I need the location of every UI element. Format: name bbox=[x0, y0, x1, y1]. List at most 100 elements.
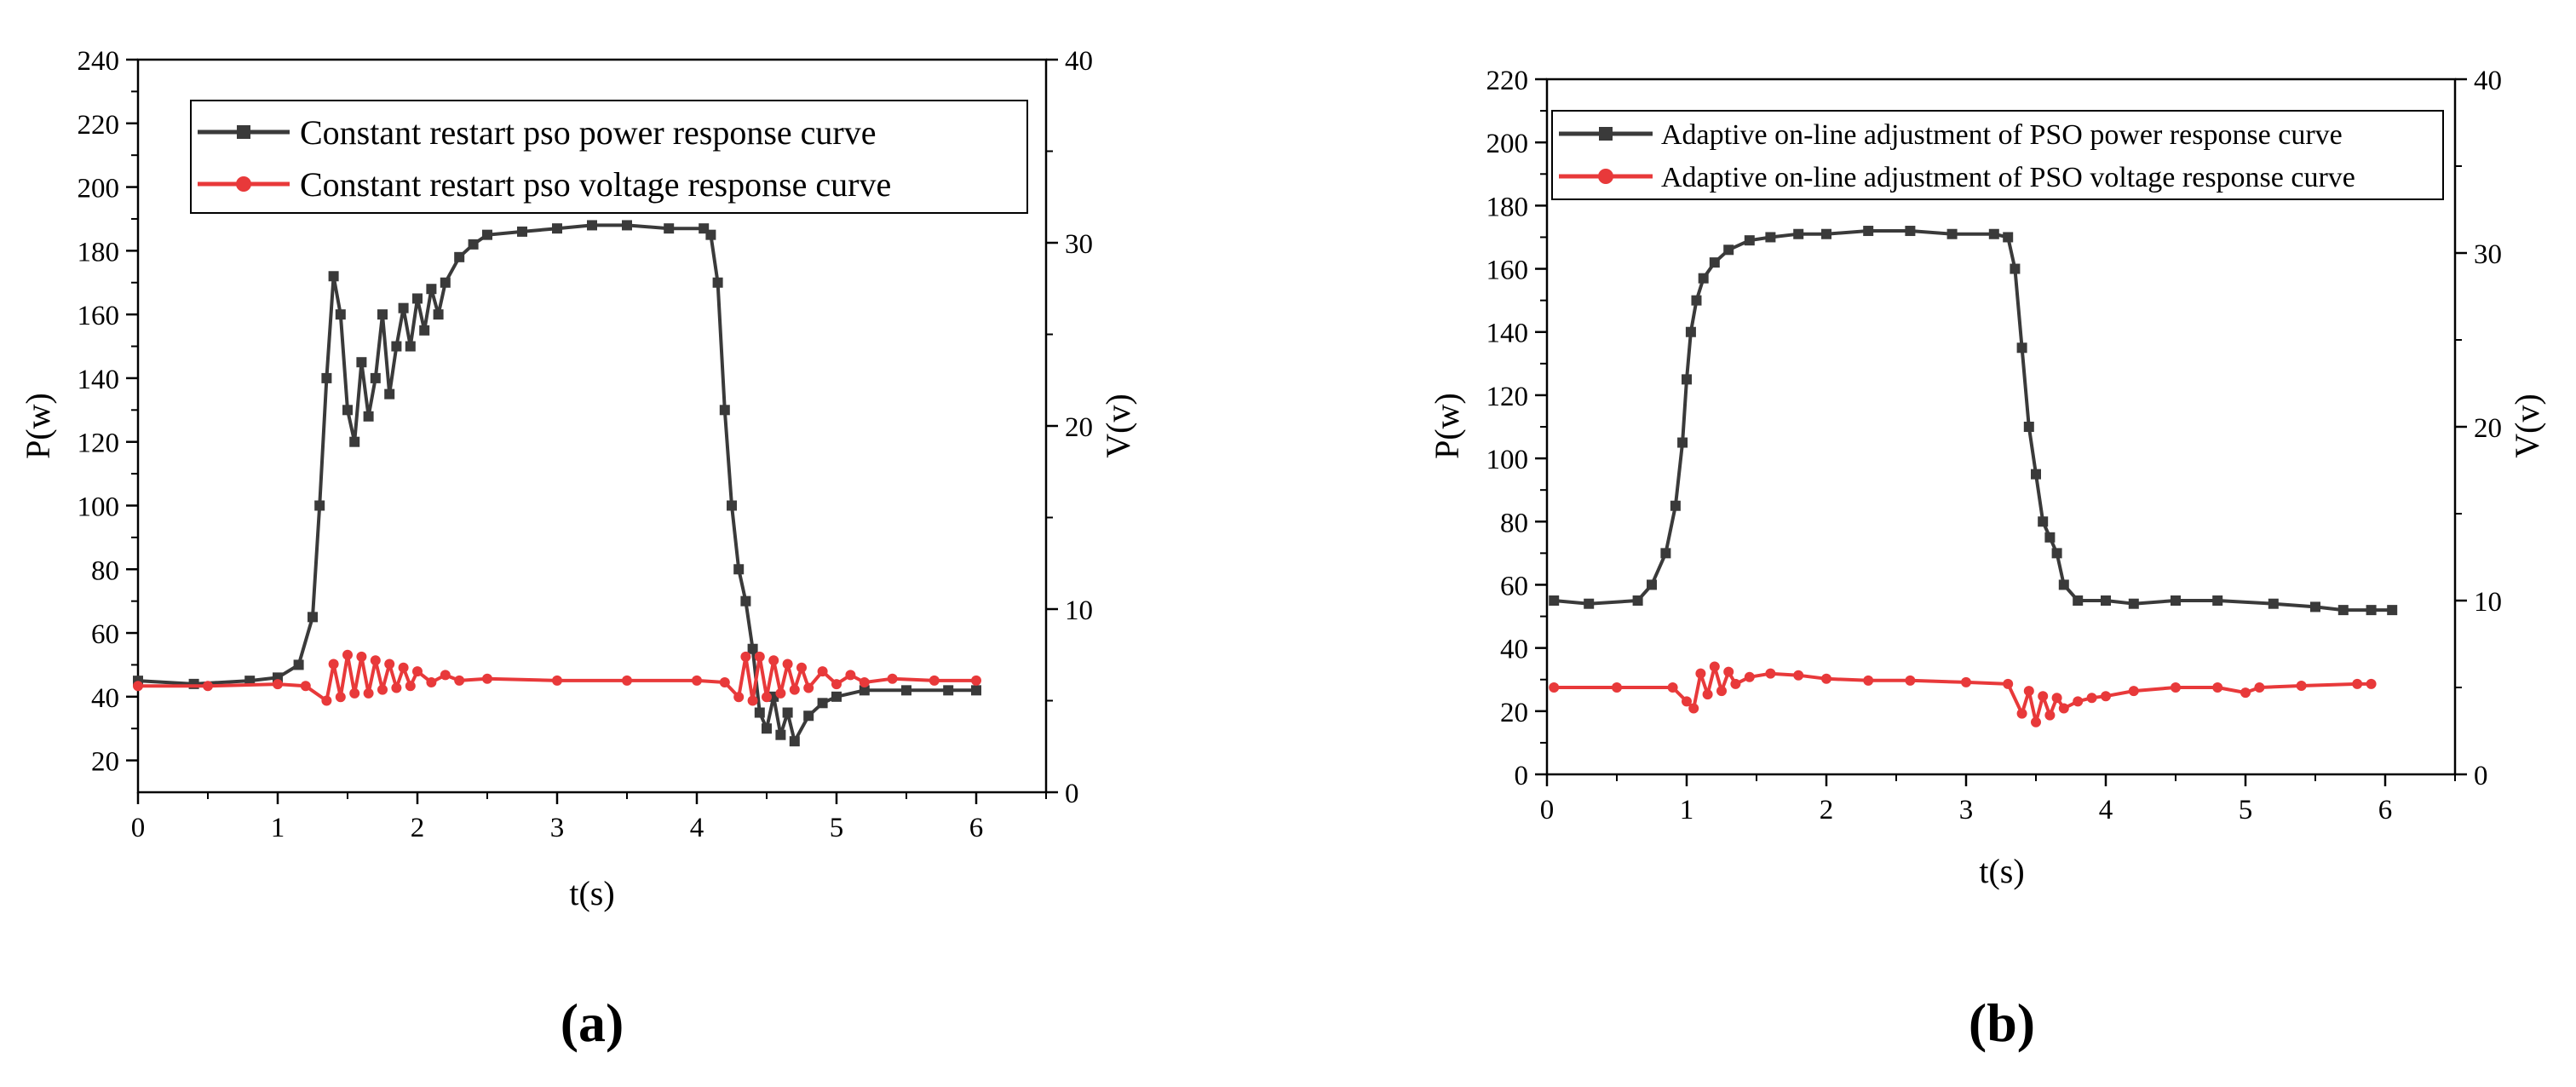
data-point-power bbox=[2310, 601, 2320, 613]
data-point-voltage bbox=[762, 692, 772, 703]
data-point-voltage bbox=[335, 692, 346, 703]
y-tick-label: 220 bbox=[78, 110, 120, 141]
series-line-power bbox=[1554, 229, 2393, 613]
data-point-power bbox=[342, 405, 353, 416]
data-point-power bbox=[377, 309, 388, 320]
data-point-voltage bbox=[929, 675, 940, 686]
data-point-voltage bbox=[692, 675, 702, 686]
y-tick-label: 120 bbox=[1486, 382, 1529, 412]
data-point-power bbox=[412, 293, 423, 304]
data-point-voltage bbox=[440, 670, 451, 681]
data-point-power bbox=[1723, 244, 1734, 256]
data-point-voltage bbox=[2086, 693, 2097, 704]
data-point-power bbox=[2023, 422, 2034, 432]
data-point-power bbox=[468, 239, 479, 250]
data-point-power bbox=[971, 685, 981, 696]
panel-b-caption: (b) bbox=[1969, 992, 2035, 1053]
data-point-voltage bbox=[203, 681, 213, 692]
y2-tick-label: 30 bbox=[1065, 229, 1093, 260]
y-tick-label: 100 bbox=[78, 492, 120, 522]
panel-b-x-label: t(s) bbox=[1979, 852, 2024, 890]
data-point-power bbox=[1677, 437, 1688, 448]
data-point-voltage bbox=[454, 675, 465, 686]
y-tick-label: 60 bbox=[91, 619, 119, 650]
data-point-power bbox=[1632, 595, 1643, 606]
panel-a-caption: (a) bbox=[561, 992, 624, 1053]
data-point-power bbox=[747, 643, 758, 654]
data-point-power bbox=[719, 405, 730, 416]
y2-tick-label: 10 bbox=[2474, 587, 2502, 618]
series-line-power bbox=[137, 223, 976, 744]
x-tick-label: 5 bbox=[830, 813, 844, 843]
data-point-power bbox=[426, 284, 437, 295]
y-tick-label: 40 bbox=[1500, 635, 1528, 665]
data-point-power bbox=[943, 685, 954, 696]
data-point-voltage bbox=[377, 684, 388, 695]
data-point-power bbox=[335, 309, 346, 320]
data-point-voltage bbox=[370, 655, 381, 666]
data-point-voltage bbox=[719, 677, 730, 687]
data-point-voltage bbox=[300, 681, 311, 692]
y2-tick-label: 20 bbox=[2474, 413, 2502, 444]
data-point-voltage bbox=[2031, 716, 2041, 728]
y-tick-label: 200 bbox=[78, 174, 120, 204]
data-point-power bbox=[622, 220, 632, 231]
data-point-power bbox=[762, 723, 772, 734]
panel-a-caption-letter: a bbox=[578, 992, 606, 1053]
data-point-power bbox=[803, 710, 814, 722]
data-point-power bbox=[2128, 598, 2139, 609]
data-point-voltage bbox=[2296, 680, 2307, 691]
data-point-voltage bbox=[356, 651, 367, 662]
data-point-voltage bbox=[796, 662, 807, 673]
panel-b-caption-letter: b bbox=[1987, 992, 2017, 1053]
data-point-power bbox=[2058, 579, 2069, 590]
data-point-power bbox=[1647, 579, 1657, 590]
data-point-power bbox=[901, 685, 911, 696]
data-point-voltage bbox=[622, 675, 632, 686]
data-point-voltage bbox=[845, 670, 856, 681]
data-point-voltage bbox=[412, 666, 423, 677]
y-tick-label: 20 bbox=[1500, 698, 1528, 728]
data-point-voltage bbox=[831, 679, 842, 690]
y-tick-label: 80 bbox=[1500, 508, 1528, 538]
y-tick-label: 160 bbox=[1486, 256, 1529, 286]
data-point-voltage bbox=[1688, 703, 1699, 714]
y2-tick-label: 30 bbox=[2474, 239, 2502, 270]
data-point-voltage bbox=[2044, 710, 2056, 721]
x-tick-label: 2 bbox=[411, 813, 425, 843]
data-point-power bbox=[2337, 605, 2349, 616]
data-point-power bbox=[775, 729, 786, 740]
data-point-voltage bbox=[273, 679, 283, 690]
data-point-voltage bbox=[817, 666, 828, 677]
y-tick-label: 180 bbox=[1486, 192, 1529, 222]
data-point-power bbox=[349, 436, 360, 447]
data-point-voltage bbox=[398, 662, 409, 673]
data-point-voltage bbox=[2254, 682, 2265, 693]
data-point-voltage bbox=[768, 655, 779, 666]
panel-a-legend-power-marker bbox=[237, 125, 250, 139]
data-point-voltage bbox=[1549, 682, 1560, 693]
y2-tick-label: 40 bbox=[2474, 66, 2502, 96]
y-tick-label: 140 bbox=[78, 365, 120, 395]
y-tick-label: 120 bbox=[78, 428, 120, 459]
data-point-voltage bbox=[405, 681, 416, 692]
data-point-voltage bbox=[363, 687, 374, 699]
data-point-power bbox=[1744, 235, 1755, 246]
data-point-power bbox=[782, 707, 793, 718]
panel-b-legend-power-marker bbox=[1599, 127, 1613, 141]
data-point-voltage bbox=[1863, 675, 1874, 686]
data-point-voltage bbox=[1667, 682, 1678, 693]
panel-b-marks bbox=[1549, 226, 2398, 728]
data-point-power bbox=[733, 564, 745, 575]
x-tick-label: 0 bbox=[131, 813, 146, 843]
data-point-power bbox=[1988, 228, 1999, 239]
data-point-voltage bbox=[1716, 686, 1727, 697]
panel-b-y-label: P(w) bbox=[1428, 393, 1466, 459]
data-point-voltage bbox=[2016, 708, 2027, 719]
y-tick-label: 20 bbox=[91, 747, 119, 778]
data-point-voltage bbox=[971, 675, 981, 686]
data-point-voltage bbox=[1765, 668, 1776, 679]
data-point-voltage bbox=[1702, 689, 1713, 700]
y-tick-label: 40 bbox=[91, 683, 119, 714]
